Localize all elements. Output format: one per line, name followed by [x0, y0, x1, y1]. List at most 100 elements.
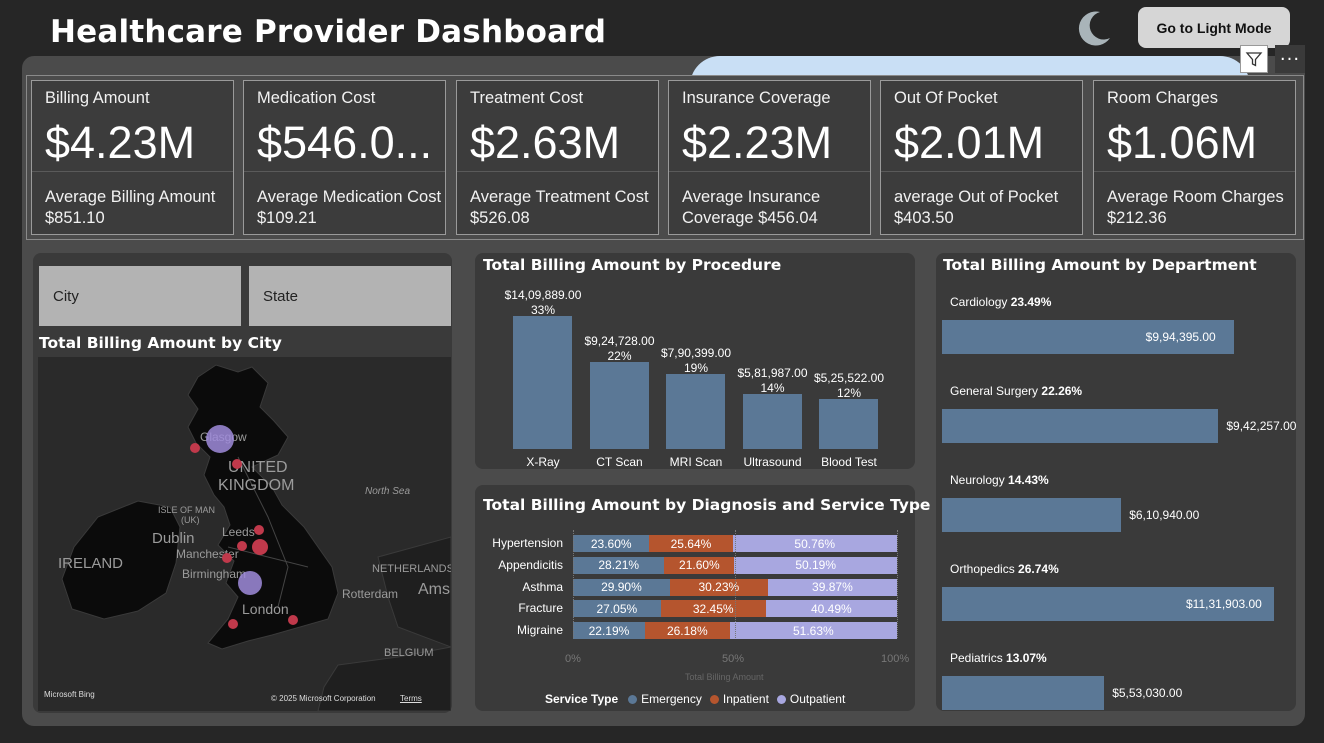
- department-bar[interactable]: [942, 587, 1274, 621]
- department-bar[interactable]: [942, 676, 1105, 710]
- segment-emergency[interactable]: 23.60%: [573, 535, 650, 552]
- department-value-label: $9,42,257.00: [1226, 419, 1297, 433]
- diagnosis-category-label: Hypertension: [492, 536, 563, 550]
- department-percent: 13.07%: [1006, 651, 1047, 665]
- map-bubble-glasgow[interactable]: [206, 425, 234, 453]
- map-label-north-sea: North Sea: [365, 486, 411, 497]
- segment-inpatient[interactable]: 21.60%: [664, 556, 735, 574]
- segment-outpatient[interactable]: 40.49%: [765, 600, 897, 618]
- map-bubble[interactable]: [232, 459, 242, 469]
- kpi-sub: Average Insurance Coverage $456.04: [682, 188, 821, 227]
- department-chart-title: Total Billing Amount by Department: [943, 256, 1257, 274]
- dashboard-title: Healthcare Provider Dashboard: [50, 14, 607, 50]
- more-options-icon[interactable]: ···: [1275, 45, 1305, 73]
- department-value-label: $9,94,395.00: [1145, 330, 1216, 344]
- legend-marker-emergency: [628, 694, 638, 704]
- kpi-card-room-charges[interactable]: Room Charges $1.06M Average Room Charges…: [1093, 80, 1296, 235]
- department-label: Cardiology 23.49%: [950, 295, 1051, 309]
- map-bubble[interactable]: [190, 443, 200, 453]
- map-bubble[interactable]: [252, 539, 268, 555]
- moon-icon[interactable]: [1074, 8, 1114, 48]
- procedure-bar[interactable]: [819, 399, 878, 449]
- map-label-london: London: [242, 601, 289, 617]
- kpi-label: Insurance Coverage: [682, 89, 831, 107]
- x-tick-100: 100%: [881, 653, 910, 665]
- diagnosis-bar[interactable]: 28.21% 21.60% 50.19%: [573, 556, 897, 574]
- diagnosis-chart-card: [475, 485, 915, 711]
- segment-emergency[interactable]: 28.21%: [573, 556, 665, 574]
- segment-outpatient[interactable]: 51.63%: [729, 622, 897, 639]
- axis-gridline-0: [573, 530, 574, 638]
- legend-marker-inpatient: [709, 694, 719, 704]
- diagnosis-category-label: Appendicitis: [498, 557, 563, 572]
- map-title: Total Billing Amount by City: [39, 334, 282, 352]
- segment-emergency[interactable]: 22.19%: [573, 622, 645, 639]
- map-label-dublin: Dublin: [152, 530, 195, 547]
- segment-inpatient[interactable]: 25.64%: [649, 535, 733, 552]
- kpi-card-billing[interactable]: Billing Amount $4.23M Average Billing Am…: [31, 80, 234, 235]
- segment-inpatient[interactable]: 32.45%: [660, 600, 766, 618]
- segment-emergency[interactable]: 27.05%: [573, 600, 661, 618]
- segment-outpatient[interactable]: 50.76%: [732, 535, 897, 552]
- segment-inpatient[interactable]: 26.18%: [644, 622, 730, 639]
- procedure-bar[interactable]: [513, 316, 572, 449]
- map-label-rotterdam: Rotterdam: [342, 587, 399, 601]
- legend-outpatient[interactable]: Outpatient: [789, 692, 846, 706]
- city-slicer[interactable]: City: [39, 266, 241, 326]
- diagnosis-bar[interactable]: 23.60% 25.64% 50.76%: [573, 535, 897, 552]
- map-terms-link[interactable]: Terms: [400, 694, 422, 703]
- map-bubble[interactable]: [288, 615, 298, 625]
- map-bubble[interactable]: [254, 525, 264, 535]
- state-slicer[interactable]: State: [249, 266, 451, 326]
- segment-emergency[interactable]: 29.90%: [573, 578, 670, 596]
- department-percent: 26.74%: [1018, 562, 1059, 576]
- kpi-row: Billing Amount $4.23M Average Billing Am…: [26, 75, 1304, 240]
- segment-inpatient[interactable]: 30.23%: [669, 578, 768, 596]
- kpi-sub: Average Room Charges $212.36: [1107, 188, 1284, 227]
- map-label-uk: (UK): [181, 515, 200, 525]
- map-bubble-birmingham[interactable]: [238, 571, 262, 595]
- kpi-card-treatment[interactable]: Treatment Cost $2.63M Average Treatment …: [456, 80, 659, 235]
- diagnosis-bar[interactable]: 22.19% 26.18% 51.63%: [573, 622, 897, 639]
- department-name: Neurology: [950, 473, 1009, 487]
- procedure-bar[interactable]: [742, 394, 802, 449]
- axis-gridline-50: [735, 530, 736, 638]
- department-label: General Surgery 22.26%: [950, 384, 1082, 398]
- kpi-sub: Average Treatment Cost $526.08: [470, 188, 649, 227]
- axis-gridline-100: [897, 530, 898, 638]
- segment-outpatient[interactable]: 50.19%: [734, 556, 897, 574]
- map-bubble[interactable]: [237, 541, 247, 551]
- legend-marker-outpatient: [776, 694, 786, 704]
- department-bar[interactable]: [942, 320, 1234, 354]
- department-name: Pediatrics: [950, 651, 1007, 665]
- kpi-label: Billing Amount: [45, 89, 150, 107]
- department-percent: 14.43%: [1008, 473, 1049, 487]
- segment-outpatient[interactable]: 39.87%: [767, 578, 897, 596]
- kpi-card-insurance[interactable]: Insurance Coverage $2.23M Average Insura…: [668, 80, 871, 235]
- procedure-bar[interactable]: [589, 361, 649, 449]
- legend-emergency[interactable]: Emergency: [641, 692, 702, 706]
- kpi-card-out-of-pocket[interactable]: Out Of Pocket $2.01M average Out of Pock…: [880, 80, 1083, 235]
- department-name: Cardiology: [950, 295, 1011, 309]
- diagnosis-bar[interactable]: 27.05% 32.45% 40.49%: [573, 600, 897, 618]
- map-label-ireland: IRELAND: [58, 555, 124, 572]
- kpi-label: Out Of Pocket: [894, 89, 998, 107]
- department-bar[interactable]: [942, 409, 1219, 443]
- procedure-bar[interactable]: [666, 374, 725, 449]
- legend-inpatient[interactable]: Inpatient: [722, 692, 769, 706]
- department-label: Orthopedics 26.74%: [950, 562, 1059, 576]
- department-label: Neurology 14.43%: [950, 473, 1049, 487]
- map-bubble[interactable]: [222, 553, 232, 563]
- procedure-percent-label: 22%: [607, 348, 632, 363]
- filter-icon[interactable]: [1240, 45, 1268, 73]
- light-mode-button[interactable]: Go to Light Mode: [1138, 7, 1290, 48]
- city-map[interactable]: Glasgow UNITED KINGDOM North Sea ISLE OF…: [38, 357, 451, 711]
- kpi-card-medication[interactable]: Medication Cost $546.0... Average Medica…: [243, 80, 446, 235]
- diagnosis-bar[interactable]: 29.90% 30.23% 39.87%: [573, 578, 897, 596]
- map-label-leeds: Leeds: [222, 525, 255, 539]
- diagnosis-chart-title: Total Billing Amount by Diagnosis and Se…: [483, 496, 931, 514]
- procedure-category-label: Blood Test: [821, 455, 877, 469]
- map-bubble[interactable]: [228, 619, 238, 629]
- kpi-sub: Average Billing Amount $851.10: [45, 188, 216, 227]
- department-bar[interactable]: [942, 498, 1122, 532]
